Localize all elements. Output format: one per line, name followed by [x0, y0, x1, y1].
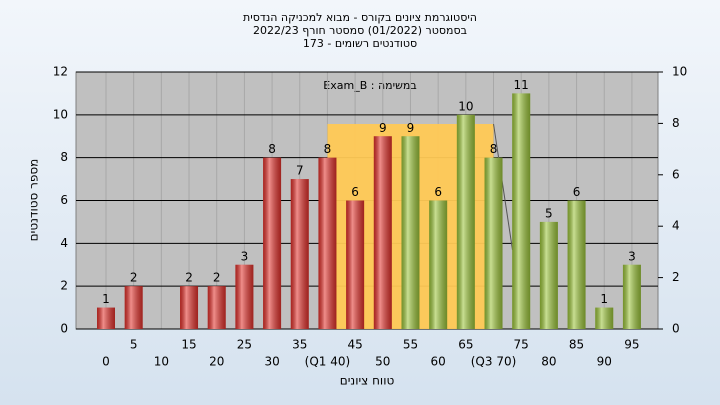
y-tick-label: 6 [60, 193, 68, 207]
value-label: 9 [379, 121, 387, 135]
x-tick-label: 85 [569, 338, 584, 352]
x-tick-label: 55 [403, 338, 418, 352]
bar-shine [567, 200, 586, 329]
x-tick-label: (Q3 70) [471, 355, 517, 369]
x-tick-label: 30 [264, 355, 279, 369]
bar-shine [429, 200, 448, 329]
bar-shine [180, 286, 199, 329]
value-label: 7 [296, 164, 304, 178]
y-tick-label: 12 [53, 65, 68, 79]
y2-tick-label: 6 [672, 167, 680, 181]
y-tick-label: 4 [60, 236, 68, 250]
annotation: במשימה : Exam_B [323, 79, 416, 92]
bar-shine [401, 136, 420, 329]
y2-tick-label: 4 [672, 219, 680, 233]
bar-shine [622, 264, 641, 329]
x-tick-label: 50 [375, 355, 390, 369]
quartile-connector [493, 123, 514, 251]
value-label: 1 [600, 292, 608, 306]
bar-shine [263, 157, 282, 329]
y-tick-label: 10 [53, 107, 68, 121]
y-tick-label: 2 [60, 279, 68, 293]
x-tick-label: 90 [597, 355, 612, 369]
value-label: 3 [628, 249, 636, 263]
x-tick-label: 95 [624, 338, 639, 352]
x-tick-label: 80 [541, 355, 556, 369]
x-tick-label: 60 [431, 355, 446, 369]
x-tick-label: 25 [237, 338, 252, 352]
bar-shine [124, 286, 143, 329]
value-label: 2 [185, 271, 193, 285]
bar-shine [346, 200, 365, 329]
x-tick-label: (Q1 40) [305, 355, 351, 369]
y2-tick-label: 0 [672, 322, 680, 336]
bar-shine [512, 93, 531, 330]
y-tick-label: 0 [60, 322, 68, 336]
value-label: 5 [545, 206, 553, 220]
bar-shine [484, 157, 503, 329]
value-label: 1 [102, 292, 110, 306]
x-tick-label: 65 [458, 338, 473, 352]
bar-shine [97, 307, 115, 329]
value-label: 11 [514, 78, 529, 92]
x-tick-label: 10 [154, 355, 169, 369]
bar-shine [595, 307, 614, 329]
x-tick-label: 5 [130, 338, 138, 352]
bar-shine [207, 286, 226, 329]
x-tick-label: 20 [209, 355, 224, 369]
bar-shine [318, 157, 337, 329]
x-tick-label: 45 [347, 338, 362, 352]
chart-title: בסמסטר (01/2022) סמסטר חורף 2022/23 [253, 24, 467, 37]
bar-shine [539, 221, 558, 329]
value-label: 6 [573, 185, 581, 199]
x-tick-label: 75 [514, 338, 529, 352]
y2-tick-label: 2 [672, 270, 680, 284]
x-tick-label: 0 [102, 355, 110, 369]
y-axis-label: מספר סטודנטים [27, 159, 41, 242]
bar-shine [290, 179, 309, 329]
value-label: 9 [407, 121, 415, 135]
y-tick-label: 8 [60, 150, 68, 164]
value-label: 2 [130, 271, 138, 285]
bar-shine [456, 114, 475, 329]
chart-title: סטודנטים רשומים - 173 [303, 37, 417, 50]
value-label: 3 [241, 249, 249, 263]
y2-tick-label: 10 [672, 65, 687, 79]
x-tick-label: 15 [181, 338, 196, 352]
bar-shine [235, 264, 254, 329]
y2-tick-label: 8 [672, 116, 680, 130]
value-label: 6 [434, 185, 442, 199]
value-label: 8 [268, 142, 276, 156]
value-label: 8 [490, 142, 498, 156]
bar-shine [373, 136, 392, 329]
value-label: 8 [324, 142, 332, 156]
chart-title: היסטוגרמת ציונים בקורס - מבוא למכניקה הנ… [243, 11, 477, 24]
x-axis-label: טווח ציונים [340, 374, 395, 388]
x-tick-label: 35 [292, 338, 307, 352]
value-label: 10 [458, 99, 473, 113]
value-label: 6 [351, 185, 359, 199]
value-label: 2 [213, 271, 221, 285]
